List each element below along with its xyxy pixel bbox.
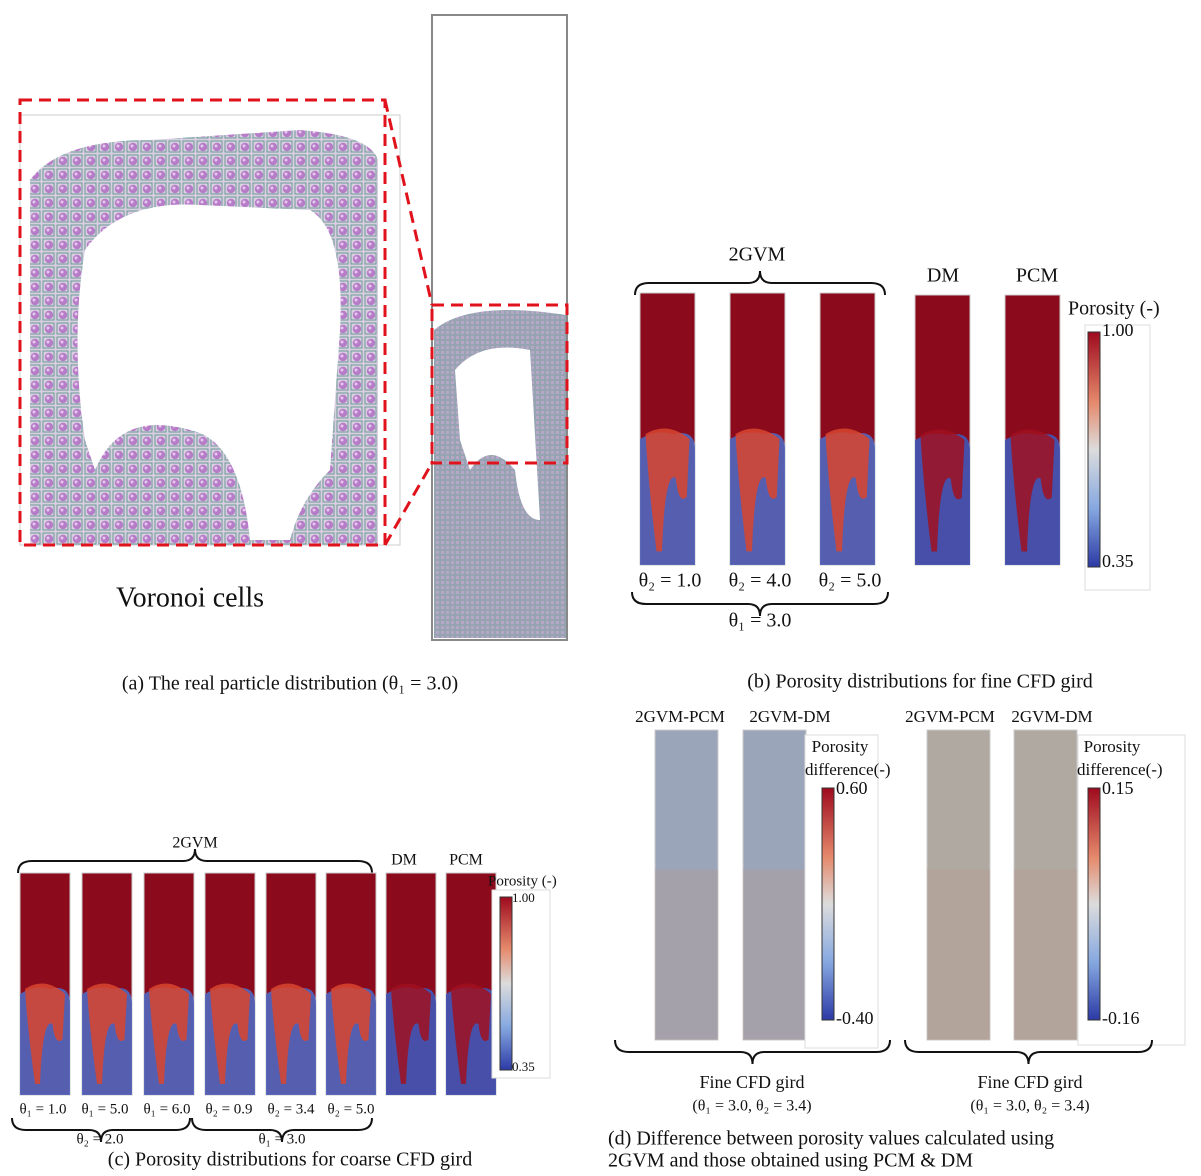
porosity-plume — [920, 429, 965, 552]
label: 2GVM-PCM — [905, 707, 995, 726]
label: Porosity — [1084, 737, 1141, 756]
label: (θ₁ = 3.0, θ₂ = 3.4) — [970, 1098, 1089, 1115]
label: θ₂ = 2.0 — [76, 1131, 123, 1147]
porosity-plume — [87, 983, 127, 1084]
label: θ₂ = 5.0 — [327, 1101, 374, 1117]
label: 0.35 — [1102, 551, 1134, 571]
label: 2GVM-DM — [1011, 707, 1092, 726]
label: 0.15 — [1102, 778, 1134, 798]
brace — [904, 1039, 1153, 1065]
label: 2GVM — [172, 835, 217, 852]
colorbar-box — [804, 734, 879, 1049]
label: Voronoi cells — [116, 582, 264, 613]
brace — [631, 591, 889, 617]
label: 1.00 — [512, 890, 535, 905]
colorbar — [821, 787, 835, 1021]
label: (θ₁ = 3.0, θ₂ = 3.4) — [692, 1098, 811, 1115]
brace — [191, 1117, 373, 1143]
porosity-plume — [331, 983, 371, 1084]
label: (d) Difference between porosity values c… — [608, 1128, 1054, 1150]
label: Fine CFD gird — [699, 1072, 804, 1092]
difference-column — [1013, 729, 1078, 1041]
difference-column — [926, 729, 991, 1041]
colorbar — [1087, 787, 1101, 1021]
colorbar — [499, 896, 513, 1071]
brace — [17, 848, 373, 874]
label: difference(-) — [805, 760, 891, 779]
label: 2GVM — [729, 244, 786, 266]
porosity-plume — [1010, 429, 1055, 552]
label: θ₂ = 4.0 — [729, 570, 792, 592]
label: θ₂ = 5.0 — [819, 570, 882, 592]
label: -0.16 — [1102, 1008, 1140, 1028]
label: θ₁ = 1.0 — [19, 1101, 66, 1117]
porosity-plume — [825, 428, 870, 552]
label: θ₂ = 1.0 — [639, 570, 702, 592]
brace — [11, 1117, 191, 1143]
label: Fine CFD gird — [977, 1072, 1082, 1092]
difference-noise — [927, 869, 990, 1040]
difference-noise — [743, 869, 806, 1040]
label: Porosity — [812, 737, 869, 756]
porosity-plume — [391, 983, 431, 1084]
label: (a) The real particle distribution (θ₁ =… — [122, 673, 458, 695]
porosity-plume — [210, 983, 250, 1084]
label: 0.35 — [512, 1059, 535, 1074]
label: (c) Porosity distributions for coarse CF… — [108, 1149, 472, 1171]
label: 2GVM-PCM — [635, 707, 725, 726]
label: Porosity (-) — [488, 873, 557, 889]
label: θ₂ = 3.4 — [267, 1101, 315, 1117]
difference-column — [742, 729, 807, 1041]
porosity-plume — [271, 983, 311, 1084]
colorbar — [1087, 331, 1101, 568]
porosity-plume — [645, 428, 690, 552]
particle-zoom — [18, 98, 401, 547]
label: 2GVM-DM — [749, 707, 830, 726]
label: PCM — [449, 852, 483, 869]
difference-column — [654, 729, 719, 1041]
porosity-plume — [149, 983, 189, 1084]
label: 2GVM and those obtained using PCM & DM — [608, 1150, 973, 1171]
label: θ₁ = 3.0 — [258, 1131, 305, 1147]
particle-column — [383, 14, 569, 641]
brace — [634, 270, 886, 296]
difference-noise — [655, 869, 718, 1040]
label: (b) Porosity distributions for fine CFD … — [747, 671, 1093, 693]
porosity-plume — [25, 983, 65, 1084]
label: 0.60 — [836, 778, 868, 798]
label: Porosity (-) — [1068, 298, 1160, 320]
label: θ₁ = 6.0 — [143, 1101, 190, 1117]
label: DM — [927, 265, 959, 287]
label: difference(-) — [1077, 760, 1163, 779]
label: θ₁ = 5.0 — [81, 1101, 128, 1117]
label: DM — [391, 852, 417, 869]
label: 1.00 — [1102, 320, 1134, 340]
brace — [614, 1039, 891, 1065]
label: PCM — [1016, 265, 1058, 287]
label: θ₁ = 3.0 — [729, 610, 792, 632]
label: -0.40 — [836, 1008, 874, 1028]
porosity-plume — [735, 428, 780, 552]
difference-noise — [1014, 869, 1077, 1040]
porosity-plume — [451, 983, 491, 1084]
label: θ₂ = 0.9 — [205, 1101, 252, 1117]
